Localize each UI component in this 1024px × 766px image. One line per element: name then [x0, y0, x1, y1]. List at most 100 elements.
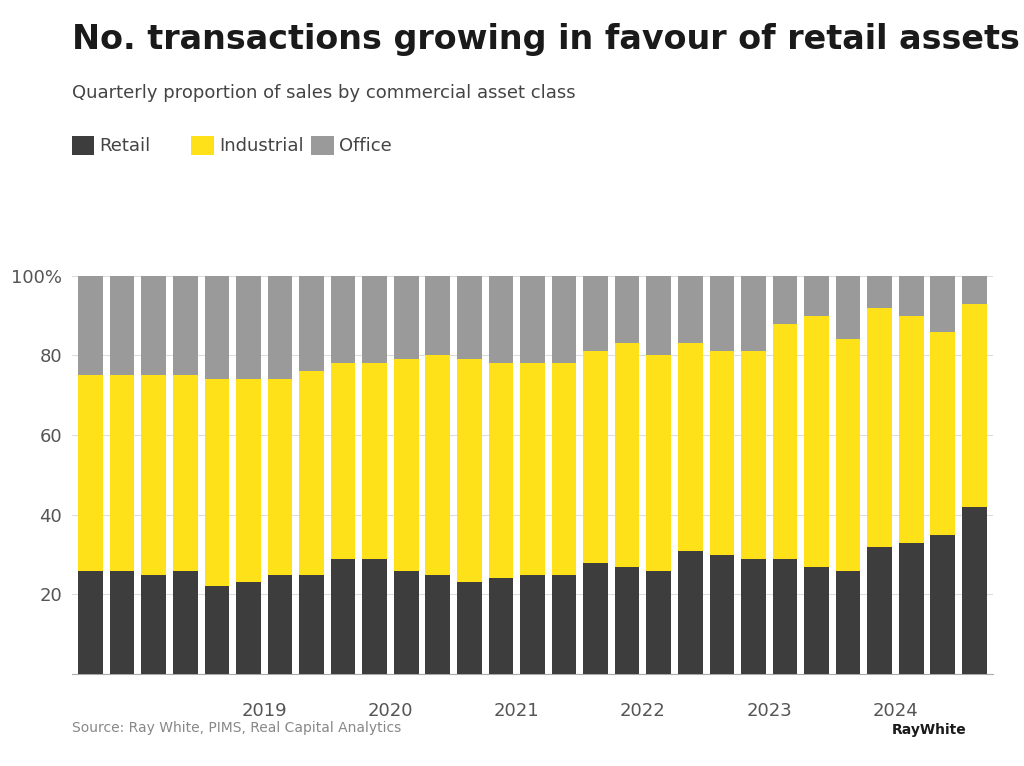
Bar [267, 574, 292, 674]
Bar [614, 276, 639, 343]
Bar [426, 276, 451, 355]
Bar [457, 276, 481, 359]
Bar [678, 343, 702, 551]
Text: Source: Ray White, PIMS, Real Capital Analytics: Source: Ray White, PIMS, Real Capital An… [72, 722, 401, 735]
Bar [237, 582, 261, 674]
Text: Office: Office [339, 136, 392, 155]
Text: 2021: 2021 [494, 702, 540, 720]
Bar [237, 379, 261, 582]
Bar [552, 276, 577, 363]
Bar [362, 276, 387, 363]
Bar [646, 355, 671, 571]
Bar [299, 574, 324, 674]
Bar [646, 276, 671, 355]
Text: 2019: 2019 [242, 702, 287, 720]
Bar [741, 558, 766, 674]
Bar [394, 571, 419, 674]
Bar [78, 276, 103, 375]
Bar [331, 558, 355, 674]
Bar [394, 276, 419, 359]
Bar [899, 542, 924, 674]
Bar [141, 574, 166, 674]
Bar [931, 276, 955, 332]
Bar [110, 375, 134, 571]
Bar [867, 547, 892, 674]
Bar [331, 363, 355, 558]
Bar [678, 276, 702, 343]
Bar [331, 276, 355, 363]
Bar [110, 276, 134, 375]
Bar [78, 375, 103, 571]
Text: Industrial: Industrial [219, 136, 304, 155]
Text: RayWhite: RayWhite [892, 722, 967, 737]
Bar [710, 276, 734, 352]
Bar [488, 363, 513, 578]
Bar [614, 343, 639, 567]
Bar [173, 276, 198, 375]
Bar [141, 375, 166, 574]
Bar [426, 355, 451, 574]
Bar [520, 276, 545, 363]
Bar [299, 276, 324, 372]
Bar [205, 587, 229, 674]
Bar [520, 574, 545, 674]
Bar [552, 574, 577, 674]
Bar [205, 379, 229, 587]
Text: 2024: 2024 [872, 702, 919, 720]
Bar [237, 276, 261, 379]
Bar [110, 571, 134, 674]
Bar [299, 372, 324, 574]
Bar [962, 303, 987, 507]
Bar [962, 276, 987, 303]
Bar [362, 558, 387, 674]
Text: 2022: 2022 [621, 702, 666, 720]
Bar [267, 379, 292, 574]
Bar [78, 571, 103, 674]
Bar [362, 363, 387, 558]
Bar [710, 555, 734, 674]
Bar [141, 276, 166, 375]
Bar [488, 276, 513, 363]
Bar [741, 276, 766, 352]
Text: No. transactions growing in favour of retail assets: No. transactions growing in favour of re… [72, 23, 1020, 56]
Bar [584, 562, 608, 674]
Bar [741, 352, 766, 558]
Bar [899, 316, 924, 542]
Bar [426, 574, 451, 674]
Bar [804, 567, 828, 674]
Bar [267, 276, 292, 379]
Bar [394, 359, 419, 571]
Bar [173, 375, 198, 571]
Text: 2020: 2020 [368, 702, 414, 720]
Bar [646, 571, 671, 674]
Bar [804, 316, 828, 567]
Bar [931, 332, 955, 535]
Text: 2023: 2023 [746, 702, 793, 720]
Bar [931, 535, 955, 674]
Text: Retail: Retail [99, 136, 151, 155]
Bar [584, 352, 608, 562]
Bar [584, 276, 608, 352]
Bar [899, 276, 924, 316]
Bar [710, 352, 734, 555]
Bar [552, 363, 577, 574]
Bar [836, 276, 860, 339]
Bar [836, 571, 860, 674]
Bar [205, 276, 229, 379]
Bar [773, 323, 798, 558]
Bar [520, 363, 545, 574]
Bar [962, 507, 987, 674]
Bar [836, 339, 860, 571]
Bar [678, 551, 702, 674]
Bar [773, 558, 798, 674]
Bar [457, 582, 481, 674]
Bar [173, 571, 198, 674]
Bar [867, 276, 892, 308]
Bar [614, 567, 639, 674]
Text: Quarterly proportion of sales by commercial asset class: Quarterly proportion of sales by commerc… [72, 84, 575, 102]
Bar [488, 578, 513, 674]
Bar [867, 308, 892, 547]
Bar [457, 359, 481, 582]
Bar [804, 276, 828, 316]
Bar [773, 276, 798, 323]
